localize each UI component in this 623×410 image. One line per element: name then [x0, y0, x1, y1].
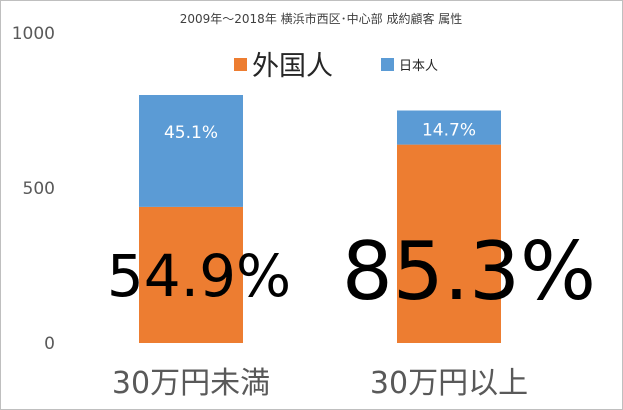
legend-label-foreigner: 外国人 [252, 51, 333, 82]
data-label-foreigner: 85.3% [342, 225, 596, 318]
legend-swatch-foreigner [234, 58, 247, 71]
x-axis-categories: 30万円未満 30万円以上 [112, 366, 528, 401]
y-axis: 0 500 1000 [12, 24, 55, 354]
x-category-label: 30万円以上 [370, 366, 528, 401]
legend-swatch-japanese [381, 58, 394, 71]
bars [139, 95, 501, 343]
data-label-foreigner: 54.9% [107, 242, 291, 310]
bar-segment-japanese [139, 95, 243, 207]
y-tick-label: 0 [44, 334, 55, 354]
y-tick-label: 1000 [12, 24, 55, 44]
data-label-japanese: 14.7% [422, 121, 476, 141]
chart-title: 2009年～2018年 横浜市西区･中心部 成約顧客 属性 [180, 11, 463, 26]
x-category-label: 30万円未満 [112, 366, 270, 401]
data-label-japanese: 45.1% [164, 123, 218, 143]
bar-segment-japanese [397, 110, 501, 145]
bar-segment-foreigner [139, 206, 243, 343]
y-tick-label: 500 [23, 179, 55, 199]
data-labels: 45.1% 14.7% 54.9% 85.3% [107, 121, 596, 319]
legend-label-japanese: 日本人 [399, 59, 438, 74]
bar-segment-foreigner [397, 144, 501, 343]
